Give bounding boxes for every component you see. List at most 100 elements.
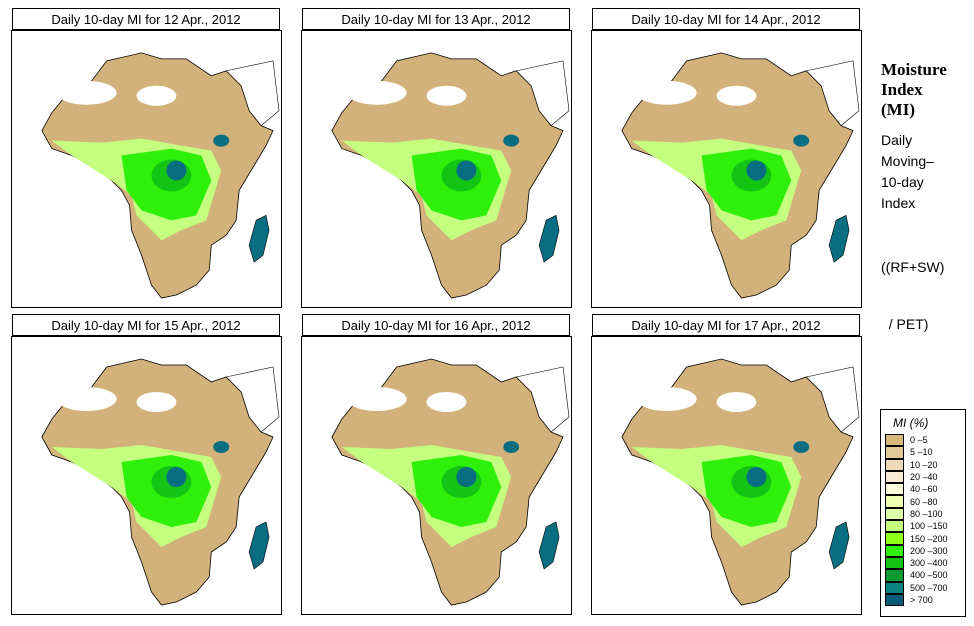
wettest-zone (793, 134, 810, 147)
arabian-peninsula-outline (516, 366, 570, 433)
africa-map (11, 30, 282, 308)
formula-line: ((RF+SW) (881, 259, 945, 275)
legend-label: 0 –5 (910, 435, 928, 446)
index-description: Daily Moving– 10-day Index (881, 130, 934, 214)
map-canvas (331, 52, 570, 299)
legend-title: MI (%) (893, 416, 929, 430)
sahara-bare-area (56, 387, 117, 411)
madagascar (248, 521, 270, 570)
wettest-zone (213, 441, 230, 453)
map-canvas (41, 358, 280, 606)
madagascar (538, 214, 560, 263)
title-line: (MI) (881, 100, 915, 119)
legend-swatch (885, 470, 904, 484)
legend-label: 20 –40 (910, 472, 938, 483)
desc-line: Moving– (881, 153, 934, 169)
legend-swatch (885, 544, 904, 557)
wettest-zone (166, 467, 187, 487)
legend-label: 80 –100 (910, 508, 943, 519)
index-formula: ((RF+SW) / PET) (881, 220, 944, 372)
legend-item: > 700 (885, 593, 948, 607)
legend-swatch (885, 581, 904, 594)
desc-line: 10-day (881, 174, 924, 190)
title-line: Index (881, 80, 923, 99)
legend-item: 5 –10 (885, 446, 948, 459)
legend-item: 400 –500 (885, 569, 948, 582)
wettest-zone (456, 467, 477, 487)
arabian-peninsula-outline (226, 366, 280, 433)
sahara-bare-area (136, 392, 177, 412)
africa-map (591, 30, 862, 308)
legend-item: 300 –400 (885, 556, 948, 570)
panel-title: Daily 10-day MI for 13 Apr., 2012 (302, 8, 570, 30)
title-line: Moisture (881, 60, 947, 79)
africa-map (11, 336, 282, 615)
legend-item: 40 –60 (885, 483, 948, 496)
legend-item: 0 –5 (885, 434, 948, 447)
wettest-zone (166, 160, 187, 181)
legend-label: 400 –500 (910, 570, 948, 581)
madagascar (828, 521, 850, 570)
panel-title: Daily 10-day MI for 12 Apr., 2012 (12, 8, 280, 30)
legend-swatch (885, 434, 904, 447)
panel-title: Daily 10-day MI for 17 Apr., 2012 (592, 314, 860, 336)
panel-title: Daily 10-day MI for 16 Apr., 2012 (302, 314, 570, 336)
sahara-bare-area (136, 85, 177, 106)
panel-title: Daily 10-day MI for 14 Apr., 2012 (592, 8, 860, 30)
legend-label: 40 –60 (910, 484, 938, 495)
sahara-bare-area (56, 80, 117, 105)
legend-label: 300 –400 (910, 558, 948, 569)
wettest-zone (793, 441, 810, 453)
madagascar (538, 521, 560, 570)
wettest-zone (503, 134, 520, 147)
desc-line: Index (881, 195, 916, 211)
desc-line: Daily (881, 132, 913, 148)
wettest-zone (503, 441, 520, 453)
legend-item: 60 –80 (885, 495, 948, 508)
sahara-bare-area (716, 85, 757, 106)
legend-label: 5 –10 (910, 447, 933, 458)
legend-label: > 700 (910, 595, 933, 605)
index-title: Moisture Index (MI) (881, 60, 947, 120)
legend-label: 150 –200 (910, 533, 948, 544)
map-canvas (331, 358, 570, 606)
legend-label: 200 –300 (910, 545, 948, 556)
africa-map (301, 336, 572, 615)
arabian-peninsula-outline (226, 60, 280, 126)
wettest-zone (213, 134, 230, 147)
legend-swatch (885, 532, 904, 545)
map-canvas (621, 52, 860, 299)
legend-item: 10 –20 (885, 458, 948, 471)
sahara-bare-area (636, 80, 697, 105)
legend-item: 500 –700 (885, 581, 948, 594)
map-canvas (41, 52, 280, 299)
legend-item: 150 –200 (885, 532, 948, 545)
sahara-bare-area (346, 387, 407, 411)
sahara-bare-area (636, 387, 697, 411)
legend-item: 80 –100 (885, 507, 948, 521)
legend-label: 500 –700 (910, 582, 948, 593)
map-canvas (621, 358, 860, 606)
legend-label: 100 –150 (910, 521, 948, 532)
legend-item: 20 –40 (885, 470, 948, 484)
sahara-bare-area (426, 392, 467, 412)
legend-swatch (885, 593, 904, 607)
legend-item: 200 –300 (885, 544, 948, 557)
madagascar (828, 214, 850, 263)
sahara-bare-area (426, 85, 467, 106)
legend-swatch (885, 446, 904, 459)
legend-label: 10 –20 (910, 459, 938, 470)
legend-label: 60 –80 (910, 496, 938, 507)
arabian-peninsula-outline (806, 60, 860, 126)
legend-swatch (885, 507, 904, 521)
arabian-peninsula-outline (806, 366, 860, 433)
wettest-zone (746, 467, 767, 487)
africa-map (591, 336, 862, 615)
legend-swatch (885, 556, 904, 570)
madagascar (248, 214, 270, 263)
legend-swatch (885, 483, 904, 496)
wettest-zone (746, 160, 767, 181)
legend-swatch (885, 458, 904, 471)
sahara-bare-area (716, 392, 757, 412)
africa-map (301, 30, 572, 308)
